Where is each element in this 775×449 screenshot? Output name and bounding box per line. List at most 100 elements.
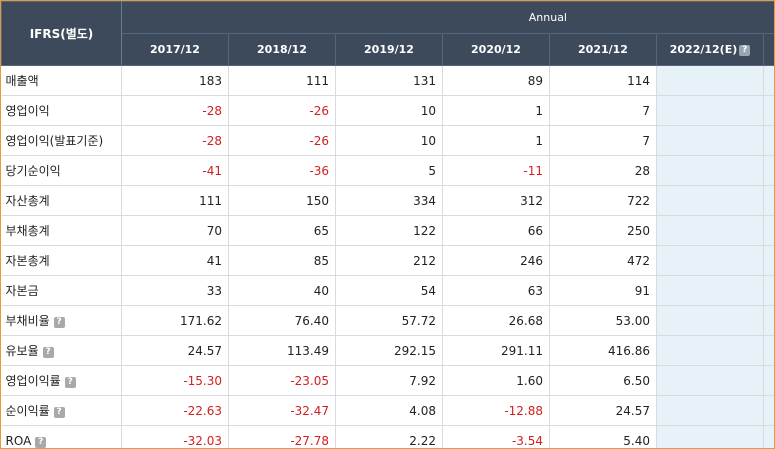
help-icon[interactable]: ? xyxy=(64,377,76,388)
overflow-cell xyxy=(763,185,774,216)
value-cell: 26.68 xyxy=(442,305,550,336)
column-header-2018-12: 2018/12 xyxy=(228,33,336,66)
value-cell: -28 xyxy=(121,125,229,156)
row-label: 영업이익률? xyxy=(1,365,122,396)
row-label: 당기순이익 xyxy=(1,155,122,186)
help-icon[interactable]: ? xyxy=(53,317,65,328)
value-cell: 4.08 xyxy=(335,395,443,426)
row-label: 자산총계 xyxy=(1,185,122,216)
row-label-text: 부채총계 xyxy=(5,224,50,238)
row-label-text: 영업이익률 xyxy=(5,374,61,388)
row-label: 부채비율? xyxy=(1,305,122,336)
value-cell: 111 xyxy=(228,65,336,96)
value-cell: -15.30 xyxy=(121,365,229,396)
accounting-standard-header: IFRS(별도) xyxy=(1,1,122,66)
table-row: 순이익률? -22.63 -32.47 4.08 -12.88 24.57 xyxy=(1,395,774,426)
row-label-text: 영업이익 xyxy=(5,104,50,118)
row-label: 부채총계 xyxy=(1,215,122,246)
table-row: 자산총계 111 150 334 312 722 xyxy=(1,185,774,216)
value-cell: 6.50 xyxy=(549,365,657,396)
value-cell: 40 xyxy=(228,275,336,306)
estimate-cell xyxy=(656,275,764,306)
row-label-text: 자본총계 xyxy=(5,254,50,268)
column-header-2017-12: 2017/12 xyxy=(121,33,229,66)
estimate-cell xyxy=(656,155,764,186)
overflow-cell xyxy=(763,365,774,396)
value-cell: 334 xyxy=(335,185,443,216)
value-cell: 111 xyxy=(121,185,229,216)
value-cell: 66 xyxy=(442,215,550,246)
row-label-text: 자산총계 xyxy=(5,194,50,208)
value-cell: 5.40 xyxy=(549,425,657,448)
column-header-label: 2022/12(E) xyxy=(669,43,738,56)
value-cell: 63 xyxy=(442,275,550,306)
column-header-label: 2019/12 xyxy=(364,43,414,56)
estimate-cell xyxy=(656,305,764,336)
table-row: 자본총계 41 85 212 246 472 xyxy=(1,245,774,276)
estimate-cell xyxy=(656,245,764,276)
row-label: 영업이익(발표기준) xyxy=(1,125,122,156)
table-row: 부채총계 70 65 122 66 250 xyxy=(1,215,774,246)
overflow-cell xyxy=(763,65,774,96)
estimate-cell xyxy=(656,425,764,448)
overflow-cell xyxy=(763,215,774,246)
table-row: ROA? -32.03 -27.78 2.22 -3.54 5.40 xyxy=(1,425,774,448)
value-cell: 472 xyxy=(549,245,657,276)
row-label: 자본금 xyxy=(1,275,122,306)
value-cell: 7 xyxy=(549,95,657,126)
value-cell: 7.92 xyxy=(335,365,443,396)
table-body: 매출액 183 111 131 89 114 영업이익 -28 -26 10 1 7 영업이익(발표기준… xyxy=(1,65,774,448)
row-label-text: 당기순이익 xyxy=(5,164,61,178)
value-cell: -27.78 xyxy=(228,425,336,448)
row-label: 순이익률? xyxy=(1,395,122,426)
column-header-2020-12: 2020/12 xyxy=(442,33,550,66)
value-cell: 7 xyxy=(549,125,657,156)
value-cell: 89 xyxy=(442,65,550,96)
value-cell: -22.63 xyxy=(121,395,229,426)
overflow-cell xyxy=(763,275,774,306)
row-label: 유보율? xyxy=(1,335,122,366)
value-cell: 53.00 xyxy=(549,305,657,336)
value-cell: -41 xyxy=(121,155,229,186)
value-cell: 65 xyxy=(228,215,336,246)
row-label: 자본총계 xyxy=(1,245,122,276)
estimate-cell xyxy=(656,365,764,396)
value-cell: 291.11 xyxy=(442,335,550,366)
overflow-cell xyxy=(763,395,774,426)
value-cell: 85 xyxy=(228,245,336,276)
row-label-text: 자본금 xyxy=(5,284,39,298)
overflow-cell xyxy=(763,335,774,366)
value-cell: 24.57 xyxy=(549,395,657,426)
row-label-text: 영업이익(발표기준) xyxy=(5,134,104,148)
value-cell: 28 xyxy=(549,155,657,186)
table-row: 부채비율? 171.62 76.40 57.72 26.68 53.00 xyxy=(1,305,774,336)
value-cell: -3.54 xyxy=(442,425,550,448)
value-cell: 212 xyxy=(335,245,443,276)
value-cell: -26 xyxy=(228,95,336,126)
help-icon[interactable]: ? xyxy=(42,347,54,358)
help-icon[interactable]: ? xyxy=(53,407,65,418)
estimate-cell xyxy=(656,215,764,246)
value-cell: 1 xyxy=(442,95,550,126)
overflow-cell xyxy=(763,245,774,276)
column-header-2019-12: 2019/12 xyxy=(335,33,443,66)
value-cell: 10 xyxy=(335,95,443,126)
annual-group-header: Annual xyxy=(121,1,774,34)
row-label: 영업이익 xyxy=(1,95,122,126)
value-cell: 150 xyxy=(228,185,336,216)
value-cell: 1 xyxy=(442,125,550,156)
column-header-label: 2020/12 xyxy=(471,43,521,56)
estimate-cell xyxy=(656,65,764,96)
value-cell: 246 xyxy=(442,245,550,276)
value-cell: 1.60 xyxy=(442,365,550,396)
estimate-cell xyxy=(656,125,764,156)
help-icon[interactable]: ? xyxy=(35,436,47,448)
overflow-cell xyxy=(763,95,774,126)
estimate-cell xyxy=(656,185,764,216)
value-cell: 183 xyxy=(121,65,229,96)
overflow-cell xyxy=(763,305,774,336)
help-icon[interactable]: ? xyxy=(739,45,751,56)
row-label-text: 유보율 xyxy=(5,344,39,358)
